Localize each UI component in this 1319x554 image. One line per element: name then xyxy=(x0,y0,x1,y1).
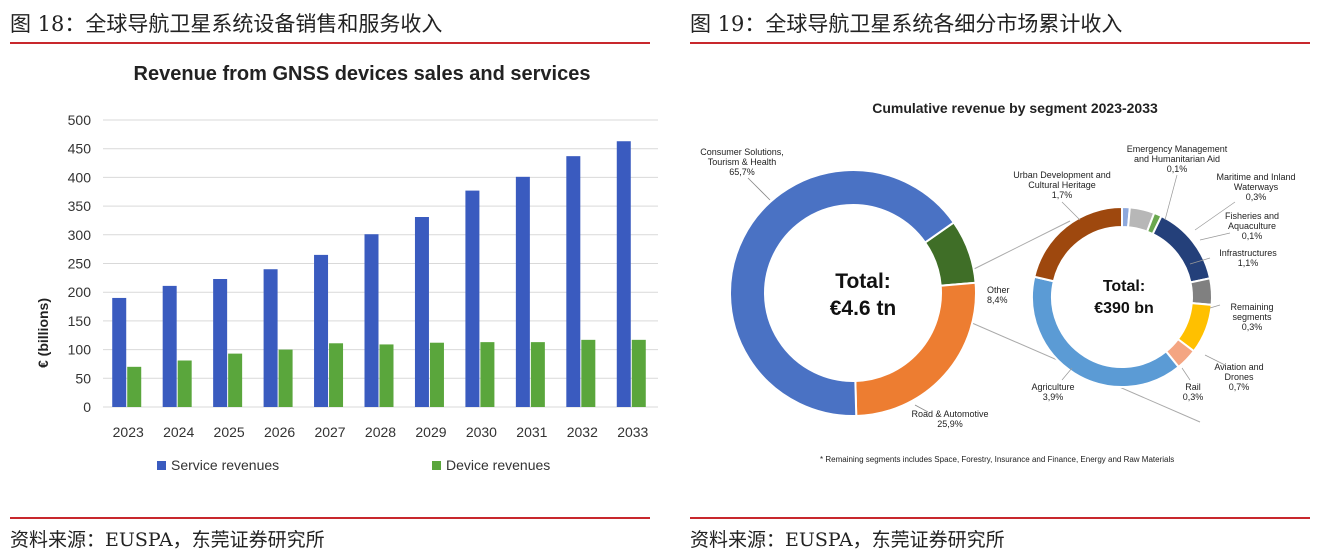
y-tick-label: 400 xyxy=(68,169,92,185)
bar-device-2025 xyxy=(228,353,243,407)
y-tick-label: 50 xyxy=(75,370,91,386)
label-urban-development: Urban Development and Cultural Heritage 1,… xyxy=(1013,170,1111,200)
y-tick-label: 500 xyxy=(68,112,92,128)
x-tick-label: 2030 xyxy=(466,424,497,440)
bar-device-2024 xyxy=(177,360,192,407)
y-tick-label: 350 xyxy=(68,198,92,214)
right-bottom-rule xyxy=(690,517,1310,519)
leader-line xyxy=(1199,232,1231,241)
legend-label: Service revenues xyxy=(171,457,279,473)
label-road-automotive: Road & Automotive 25,9% xyxy=(911,409,988,429)
leader-line xyxy=(1209,304,1221,309)
bar-chart: Revenue from GNSS devices sales and serv… xyxy=(35,63,658,473)
left-top-rule xyxy=(10,42,650,44)
bar-service-2032 xyxy=(566,156,581,407)
label-agriculture: Agriculture 3,9% xyxy=(1031,382,1074,402)
bar-device-2030 xyxy=(480,342,495,407)
leader-line xyxy=(1061,367,1073,381)
label-maritime: Maritime and Inland Waterways 0,3% xyxy=(1216,172,1295,202)
bar-chart-title: Revenue from GNSS devices sales and serv… xyxy=(134,63,591,85)
small-donut-center-line2: €390 bn xyxy=(1094,300,1154,317)
connector-line xyxy=(967,220,1071,273)
x-tick-label: 2031 xyxy=(516,424,547,440)
bar-service-2028 xyxy=(364,234,379,407)
legend-swatch xyxy=(157,461,166,470)
label-rail: Rail 0,3% xyxy=(1183,382,1204,402)
bar-service-2029 xyxy=(414,217,429,407)
bar-device-2031 xyxy=(530,342,545,407)
label-emergency-management: Emergency Management and Humanitarian Aid… xyxy=(1127,144,1228,174)
label-infrastructures: Infrastructures 1,1% xyxy=(1219,248,1277,268)
legend-swatch xyxy=(432,461,441,470)
bar-service-2026 xyxy=(263,269,278,407)
leader-line xyxy=(747,177,771,201)
y-tick-label: 250 xyxy=(68,256,92,272)
donut-chart-title: Cumulative revenue by segment 2023-2033 xyxy=(872,100,1158,116)
leader-line xyxy=(1181,367,1191,381)
x-tick-label: 2029 xyxy=(415,424,446,440)
bar-service-2023 xyxy=(112,297,127,407)
bar-service-2030 xyxy=(465,190,480,407)
slice-consumer-solutions-tourism-health xyxy=(729,169,956,417)
donut-chart: Cumulative revenue by segment 2023-2033 … xyxy=(700,100,1295,464)
x-tick-label: 2027 xyxy=(314,424,345,440)
bar-device-2028 xyxy=(379,344,394,407)
bar-service-2033 xyxy=(616,141,631,407)
left-bottom-rule xyxy=(10,517,650,519)
bar-service-2025 xyxy=(213,278,228,407)
bar-device-2033 xyxy=(631,339,646,407)
bar-device-2032 xyxy=(581,339,596,407)
label-consumer-solutions: Consumer Solutions, Tourism & Health 65,7% xyxy=(700,147,784,177)
x-tick-label: 2024 xyxy=(163,424,194,440)
x-tick-label: 2025 xyxy=(214,424,245,440)
y-tick-label: 450 xyxy=(68,141,92,157)
donut-footnote: * Remaining segments includes Space, For… xyxy=(820,455,1174,464)
right-caption: 图 19：全球导航卫星系统各细分市场累计收入 xyxy=(690,12,1123,36)
legend-label: Device revenues xyxy=(446,457,550,473)
label-aviation-drones: Aviation and Drones 0,7% xyxy=(1214,362,1263,392)
big-donut-center-line1: Total: xyxy=(835,270,891,293)
bar-device-2026 xyxy=(278,349,293,407)
x-tick-label: 2023 xyxy=(113,424,144,440)
bar-service-2027 xyxy=(314,254,329,407)
slice-urban-development-and-cultural-heritage xyxy=(1033,205,1123,283)
label-fisheries: Fisheries and Aquaculture 0,1% xyxy=(1225,211,1279,241)
bar-service-2024 xyxy=(162,285,177,407)
right-source: 资料来源：EUSPA，东莞证券研究所 xyxy=(690,529,1005,551)
bar-chart-ylabel: € (billions) xyxy=(35,298,51,368)
label-other: Other 8,4% xyxy=(987,285,1010,305)
leader-line xyxy=(1194,201,1236,231)
x-tick-label: 2033 xyxy=(617,424,648,440)
bar-device-2027 xyxy=(329,343,344,407)
y-tick-label: 0 xyxy=(83,399,91,415)
leader-line xyxy=(1204,354,1226,366)
bar-device-2029 xyxy=(429,342,444,407)
left-caption: 图 18：全球导航卫星系统设备销售和服务收入 xyxy=(10,12,443,36)
y-tick-label: 150 xyxy=(68,313,92,329)
big-donut-center-line2: €4.6 tn xyxy=(830,297,897,320)
y-tick-label: 200 xyxy=(68,284,92,300)
x-tick-label: 2032 xyxy=(567,424,598,440)
right-top-rule xyxy=(690,42,1310,44)
bar-device-2023 xyxy=(127,366,142,407)
leader-line xyxy=(1164,174,1178,221)
slice-remaining-segments xyxy=(1189,277,1213,306)
y-tick-label: 300 xyxy=(68,227,92,243)
bar-service-2031 xyxy=(515,176,530,407)
leader-line xyxy=(1061,201,1081,221)
y-tick-label: 100 xyxy=(68,342,92,358)
x-tick-label: 2028 xyxy=(365,424,396,440)
small-donut-center-line1: Total: xyxy=(1103,278,1145,295)
leader-line xyxy=(914,404,929,413)
x-tick-label: 2026 xyxy=(264,424,295,440)
label-remaining-segments: Remaining segments 0,3% xyxy=(1230,302,1273,332)
leader-line xyxy=(1189,257,1211,265)
left-source: 资料来源：EUSPA，东莞证券研究所 xyxy=(10,529,325,551)
slice-infrastructures xyxy=(1151,214,1212,284)
